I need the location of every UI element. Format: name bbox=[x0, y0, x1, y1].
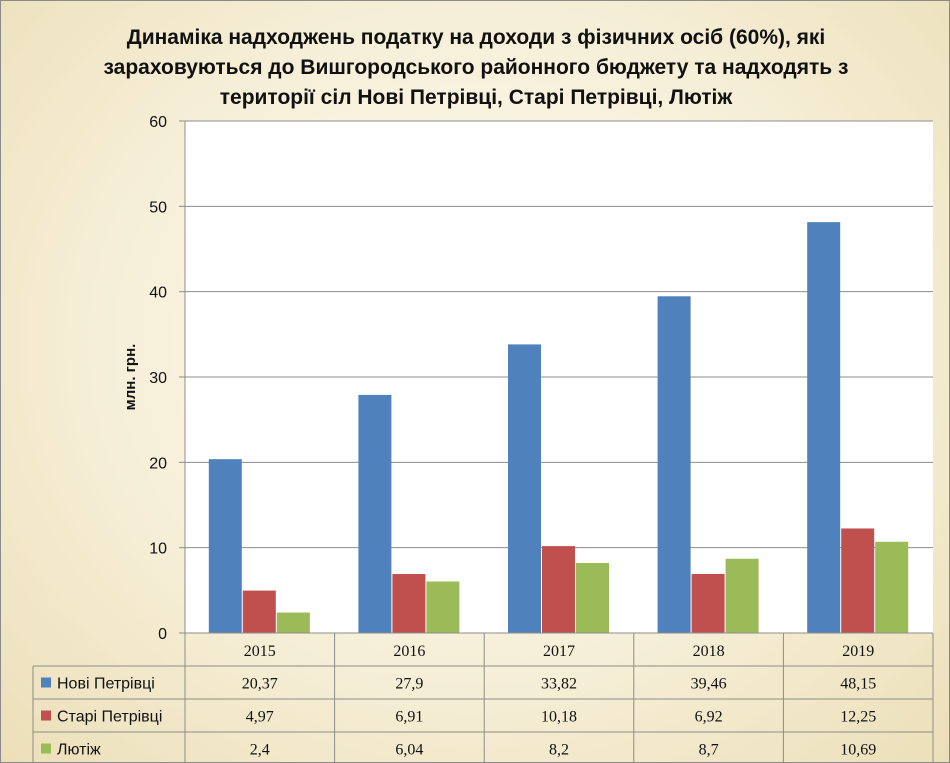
bar bbox=[276, 612, 310, 633]
data-table-value: 20,37 bbox=[242, 676, 278, 693]
y-tick-label: 20 bbox=[149, 455, 167, 472]
data-table-value: 33,82 bbox=[541, 676, 577, 693]
data-table-value: 10,69 bbox=[840, 742, 876, 759]
y-axis-label: млн. грн. bbox=[122, 344, 139, 411]
y-tick-label: 40 bbox=[149, 285, 167, 302]
bar bbox=[508, 344, 541, 633]
data-table-value: 12,25 bbox=[840, 709, 876, 726]
legend-label: Старі Петрівці bbox=[57, 709, 162, 726]
x-tick-label: 2018 bbox=[693, 643, 725, 660]
data-table-value: 10,18 bbox=[541, 709, 577, 726]
data-table-value: 6,91 bbox=[395, 709, 423, 726]
bar bbox=[358, 394, 392, 633]
data-table-value: 2,4 bbox=[250, 742, 270, 759]
x-tick-label: 2019 bbox=[842, 643, 874, 660]
bar bbox=[576, 563, 609, 633]
y-tick-label: 60 bbox=[149, 114, 167, 131]
bar bbox=[426, 581, 460, 633]
y-tick-label: 50 bbox=[149, 199, 167, 216]
bar bbox=[841, 528, 875, 633]
data-table-value: 8,7 bbox=[699, 742, 719, 759]
bar bbox=[691, 573, 725, 633]
bar bbox=[208, 459, 242, 633]
legend-key bbox=[41, 710, 51, 721]
data-table-value: 27,9 bbox=[395, 676, 423, 693]
bar bbox=[657, 296, 691, 633]
y-tick-label: 0 bbox=[158, 626, 167, 643]
chart-title: Динаміка надходжень податку на доходи з … bbox=[103, 26, 849, 109]
x-tick-label: 2016 bbox=[393, 643, 425, 660]
bar bbox=[807, 222, 841, 633]
x-tick-label: 2015 bbox=[244, 643, 276, 660]
y-tick-label: 10 bbox=[149, 541, 167, 558]
data-table-value: 6,04 bbox=[395, 742, 423, 759]
bar bbox=[875, 541, 909, 633]
bar bbox=[392, 574, 426, 633]
bar bbox=[542, 546, 575, 633]
legend-label: Нові Петрівці bbox=[57, 676, 155, 693]
legend-label: Лютіж bbox=[57, 742, 101, 759]
data-table-value: 48,15 bbox=[840, 676, 876, 693]
bar bbox=[242, 590, 276, 633]
data-table-value: 6,92 bbox=[695, 709, 723, 726]
y-tick-label: 30 bbox=[149, 370, 167, 387]
x-tick-label: 2017 bbox=[543, 643, 575, 660]
data-table-value: 4,97 bbox=[246, 709, 274, 726]
legend-key bbox=[41, 743, 51, 754]
data-table-value: 8,2 bbox=[549, 742, 569, 759]
data-table-value: 39,46 bbox=[691, 676, 727, 693]
bar bbox=[725, 558, 759, 633]
legend-key bbox=[41, 677, 51, 688]
